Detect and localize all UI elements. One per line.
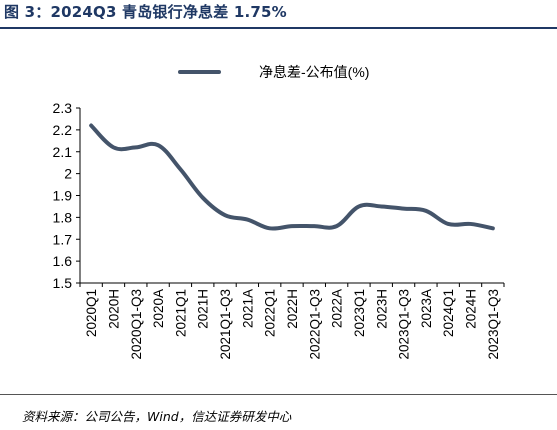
data-point-2023a [424, 209, 428, 213]
data-point-2021h [201, 196, 205, 200]
x-tick-label: 2021Q1-Q3 [218, 289, 233, 360]
data-point-2022q1-q3 [312, 224, 316, 228]
x-tick-label: 2021Q1 [173, 289, 188, 337]
y-tick-label: 1.5 [53, 275, 73, 291]
y-axis-ticks: 1.5 1.6 1.7 1.8 1.9 2 2.1 2.2 2.3 [53, 100, 80, 291]
y-tick-label: 1.7 [53, 231, 73, 247]
x-tick-label: 2024H [464, 289, 479, 329]
plot-area: 1.51.61.71.81.922.12.22.3 2020Q1 2020H 202… [53, 100, 505, 360]
data-point-2020q1-q3 [134, 145, 138, 149]
x-tick-label: 2020H [106, 289, 121, 329]
figure-title: 图 3：2024Q3 青岛银行净息差 1.75% [4, 3, 287, 21]
data-point-2020a [156, 143, 160, 147]
x-tick-label: 2023H [374, 289, 389, 329]
y-tick-label: 2 [64, 166, 72, 182]
title-divider [0, 27, 557, 29]
source-note: 资料来源：公司公告，Wind，信达证券研发中心 [22, 409, 292, 424]
data-point-2024q1 [446, 222, 450, 226]
x-tick-label: 2020Q1 [84, 289, 99, 337]
y-tick-label: 2.2 [53, 122, 73, 138]
y-tick-label: 1.9 [53, 188, 73, 204]
y-tick-label: 1.6 [53, 253, 73, 269]
figure-header: 图 3：2024Q3 青岛银行净息差 1.75% [0, 0, 557, 32]
x-tick-label: 2023Q1 [352, 289, 367, 337]
x-tick-label: 2020Q1-Q3 [129, 289, 144, 360]
data-point-2021q1 [178, 167, 182, 171]
y-tick-label: 2.3 [53, 100, 73, 116]
data-point-2021a [245, 218, 249, 222]
line-chart: 净息差-公布值(%) 1.5 1.6 1.7 1.8 1.9 2 2.1 2.2 2.3 202… [53, 64, 505, 360]
x-axis-ticks: 2020Q1 2020H 2020Q1-Q3 2020A 2021Q1 2021H 2021… [79, 283, 505, 360]
y-tick-label: 1.8 [53, 209, 73, 225]
data-point-2022a [335, 224, 339, 228]
x-tick-label: 2022A [330, 289, 345, 328]
x-tick-label: 2024Q1 [441, 289, 456, 337]
footer-divider [0, 394, 557, 395]
x-tick-label: 2022H [285, 289, 300, 329]
data-point-2023h [379, 204, 383, 208]
y-tick-label: 2.1 [53, 144, 73, 160]
legend-label: 净息差-公布值(%) [259, 64, 369, 80]
x-tick-label: 2022Q1 [263, 289, 278, 337]
series-line-net-interest-margin [89, 123, 495, 231]
data-point-2020h [111, 145, 115, 149]
data-point-2023q1 [357, 204, 361, 208]
data-point-2020q1 [89, 124, 93, 128]
data-point-2023q1-q3 [491, 226, 495, 230]
x-tick-label: 2023Q1-Q3 [486, 289, 501, 360]
data-point-2021q1-q3 [223, 213, 227, 217]
x-tick-label: 2020A [151, 289, 166, 328]
x-tick-label: 2023Q1-Q3 [397, 289, 412, 360]
data-point-2022h [290, 224, 294, 228]
data-point-2023q1-q3 [402, 207, 406, 211]
x-tick-label: 2021H [196, 289, 211, 329]
x-tick-label: 2022Q1-Q3 [307, 289, 322, 360]
chart-legend: 净息差-公布值(%) [178, 64, 369, 80]
x-tick-label: 2023A [419, 289, 434, 328]
data-point-2024h [469, 222, 473, 226]
data-point-2022q1 [268, 226, 272, 230]
x-tick-label: 2021A [240, 289, 255, 328]
